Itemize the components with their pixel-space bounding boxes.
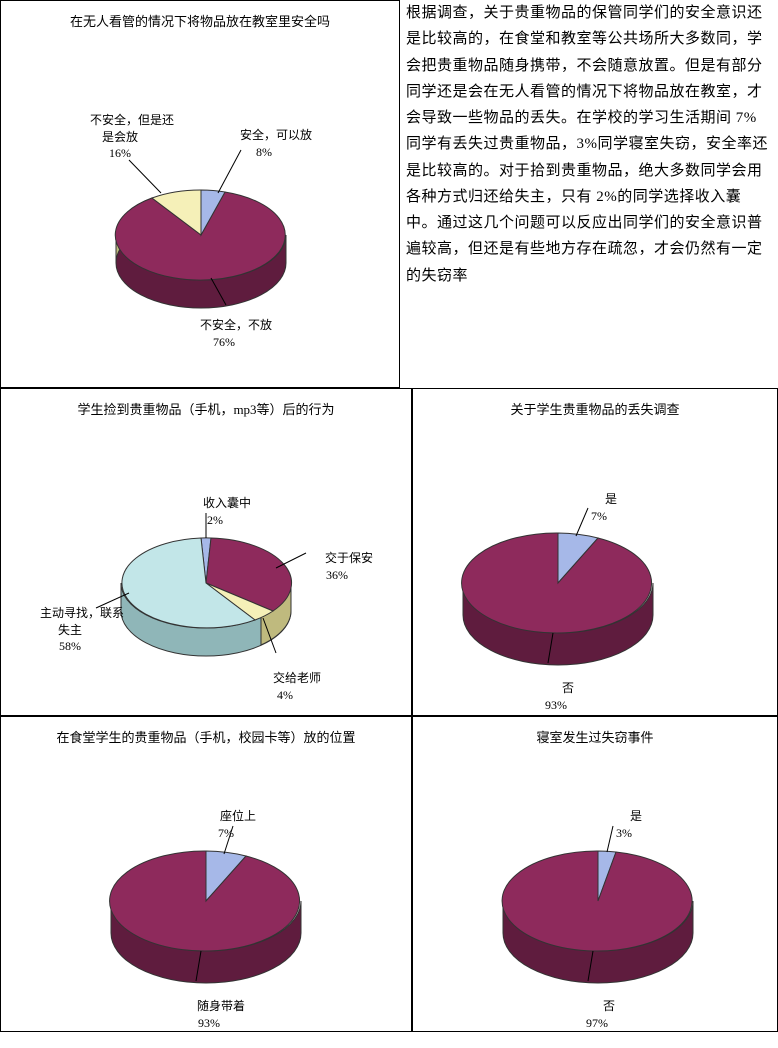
- slice-label: 收入囊中2%: [179, 478, 251, 545]
- chart-area: 座位上7% 随身带着93%: [1, 746, 411, 1030]
- chart-area: 是7% 否93%: [413, 418, 777, 714]
- slice-label: 随身带着93%: [173, 981, 245, 1048]
- slice-label: 是3%: [606, 791, 642, 858]
- slice-label: 座位上7%: [196, 791, 256, 858]
- chart-panel-cafeteria-location: 在食堂学生的贵重物品（手机，校园卡等）放的位置 座位上7% 随身带着93%: [0, 716, 412, 1032]
- slice-label: 是7%: [581, 474, 617, 541]
- slice-label: 否97%: [579, 981, 615, 1048]
- slice-label: 交于保安36%: [301, 533, 373, 600]
- chart-title: 在食堂学生的贵重物品（手机，校园卡等）放的位置: [1, 717, 411, 746]
- slice-label: 交给老师4%: [249, 653, 321, 720]
- chart-panel-found-item-behavior: 学生捡到贵重物品（手机，mp3等）后的行为: [0, 388, 412, 716]
- slice-label: 主动寻找，联系 失主58%: [16, 588, 124, 672]
- chart-area: 是3% 否97%: [413, 746, 777, 1030]
- chart-panel-dorm-theft: 寝室发生过失窃事件 是3% 否97%: [412, 716, 778, 1032]
- pie-chart: [413, 418, 777, 708]
- chart-title: 在无人看管的情况下将物品放在教室里安全吗: [1, 1, 399, 30]
- chart-title: 关于学生贵重物品的丢失调查: [413, 389, 777, 418]
- chart-title: 学生捡到贵重物品（手机，mp3等）后的行为: [1, 389, 411, 418]
- chart-panel-classroom-safety: 在无人看管的情况下将物品放在教室里安全吗: [0, 0, 400, 388]
- chart-area: 安全，可以放8% 不安全，但是还 是会放16% 不安全，不放76%: [1, 30, 399, 386]
- analysis-paragraph: 根据调查，关于贵重物品的保管同学们的安全意识还是比较高的，在食堂和教室等公共场所…: [400, 0, 778, 388]
- slice-label: 不安全，不放76%: [176, 300, 272, 367]
- slice-label: 不安全，但是还 是会放16%: [66, 95, 174, 179]
- chart-title: 寝室发生过失窃事件: [413, 717, 777, 746]
- slice-label: 安全，可以放8%: [216, 110, 312, 177]
- chart-panel-loss-survey: 关于学生贵重物品的丢失调查 是7% 否93%: [412, 388, 778, 716]
- chart-area: 收入囊中2% 交于保安36% 交给老师4% 主动寻找，联系 失主58%: [1, 418, 411, 714]
